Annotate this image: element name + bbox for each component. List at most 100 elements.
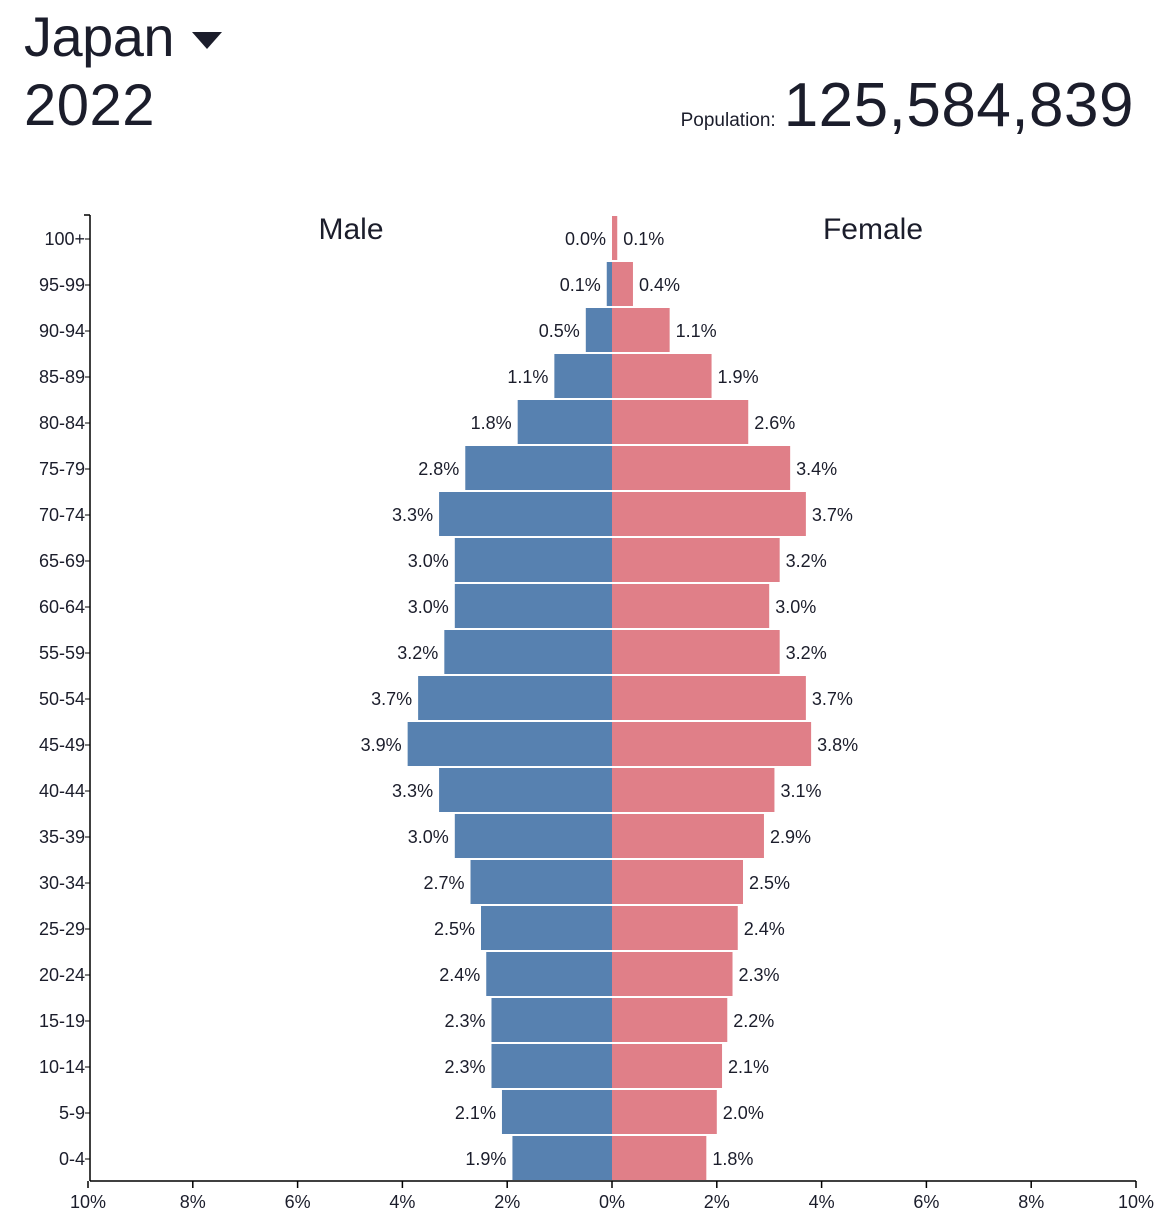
female-value-label: 3.4% [796,459,837,479]
population-display: Population: 125,584,839 [681,70,1134,142]
female-bar-95-99 [612,262,633,306]
female-bar-75-79 [612,446,791,490]
female-value-label: 2.3% [739,965,780,985]
population-value: 125,584,839 [783,71,1134,140]
y-tick-label: 40-44 [39,781,85,801]
y-tick-label: 55-59 [39,643,85,663]
female-bar-0-4 [612,1136,707,1180]
x-tick-label: 8% [180,1192,206,1212]
y-tick-label: 100+ [44,229,85,249]
male-bar-50-54 [418,676,612,720]
female-bar-80-84 [612,400,749,444]
female-bar-90-94 [612,308,670,352]
male-value-label: 2.7% [423,873,464,893]
female-value-label: 3.2% [786,643,827,663]
female-bar-60-64 [612,584,770,628]
female-value-label: 2.5% [749,873,790,893]
x-tick-label: 2% [704,1192,730,1212]
female-value-label: 3.2% [786,551,827,571]
male-value-label: 3.3% [392,505,433,525]
male-bar-5-9 [501,1090,612,1134]
female-bar-100+ [612,216,618,260]
female-bar-30-34 [612,860,743,904]
female-value-label: 1.9% [718,367,759,387]
male-bar-80-84 [517,400,612,444]
male-value-label: 3.9% [361,735,402,755]
male-bar-35-39 [454,814,612,858]
female-bar-65-69 [612,538,780,582]
male-bar-0-4 [512,1136,612,1180]
y-tick-label: 70-74 [39,505,85,525]
male-value-label: 3.0% [408,597,449,617]
male-value-label: 2.1% [455,1103,496,1123]
female-value-label: 3.0% [775,597,816,617]
male-bar-20-24 [486,952,612,996]
y-tick-label: 25-29 [39,919,85,939]
female-bar-70-74 [612,492,806,536]
x-tick-label: 4% [809,1192,835,1212]
female-value-label: 3.7% [812,505,853,525]
female-value-label: 2.9% [770,827,811,847]
year-label: 2022 [24,73,156,138]
male-value-label: 3.7% [371,689,412,709]
y-tick-label: 30-34 [39,873,85,893]
male-bar-95-99 [606,262,612,306]
male-value-label: 0.0% [565,229,606,249]
x-tick-label: 10% [70,1192,106,1212]
y-tick-label: 90-94 [39,321,85,341]
female-series-label: Female [823,213,923,246]
x-tick-label: 0% [599,1192,625,1212]
x-tick-label: 8% [1018,1192,1044,1212]
y-tick-label: 85-89 [39,367,85,387]
x-tick-label: 6% [913,1192,939,1212]
male-bar-90-94 [585,308,612,352]
female-bar-5-9 [612,1090,717,1134]
male-value-label: 1.1% [507,367,548,387]
y-tick-label: 0-4 [59,1149,85,1169]
female-bar-10-14 [612,1044,723,1088]
female-value-label: 1.1% [676,321,717,341]
male-value-label: 3.0% [408,551,449,571]
x-tick-label: 6% [285,1192,311,1212]
y-tick-label: 5-9 [59,1103,85,1123]
population-label: Population: [680,110,776,131]
female-value-label: 2.6% [754,413,795,433]
y-tick-label: 75-79 [39,459,85,479]
x-tick-label: 10% [1118,1192,1154,1212]
y-tick-label: 60-64 [39,597,85,617]
male-value-label: 2.8% [418,459,459,479]
male-value-label: 1.8% [471,413,512,433]
male-value-label: 0.1% [560,275,601,295]
male-value-label: 2.4% [439,965,480,985]
male-bar-40-44 [439,768,612,812]
male-bar-70-74 [439,492,612,536]
female-bar-15-19 [612,998,728,1042]
y-tick-label: 20-24 [39,965,85,985]
female-value-label: 3.1% [780,781,821,801]
female-bar-35-39 [612,814,764,858]
male-value-label: 0.5% [539,321,580,341]
female-bar-40-44 [612,768,775,812]
female-value-label: 1.8% [712,1149,753,1169]
country-name: Japan [24,5,175,68]
y-tick-label: 50-54 [39,689,85,709]
male-bar-75-79 [465,446,612,490]
country-selector[interactable]: Japan [24,4,223,70]
female-bar-85-89 [612,354,712,398]
male-series-label: Male [318,213,383,246]
female-bar-25-29 [612,906,738,950]
male-value-label: 3.0% [408,827,449,847]
male-value-label: 2.5% [434,919,475,939]
male-bar-10-14 [491,1044,612,1088]
female-bar-50-54 [612,676,806,720]
male-bar-60-64 [454,584,612,628]
y-tick-label: 15-19 [39,1011,85,1031]
male-bar-65-69 [454,538,612,582]
x-tick-label: 4% [389,1192,415,1212]
y-tick-label: 65-69 [39,551,85,571]
male-value-label: 2.3% [444,1011,485,1031]
y-tick-label: 80-84 [39,413,85,433]
caret-down-icon[interactable] [192,31,223,49]
female-value-label: 2.4% [744,919,785,939]
